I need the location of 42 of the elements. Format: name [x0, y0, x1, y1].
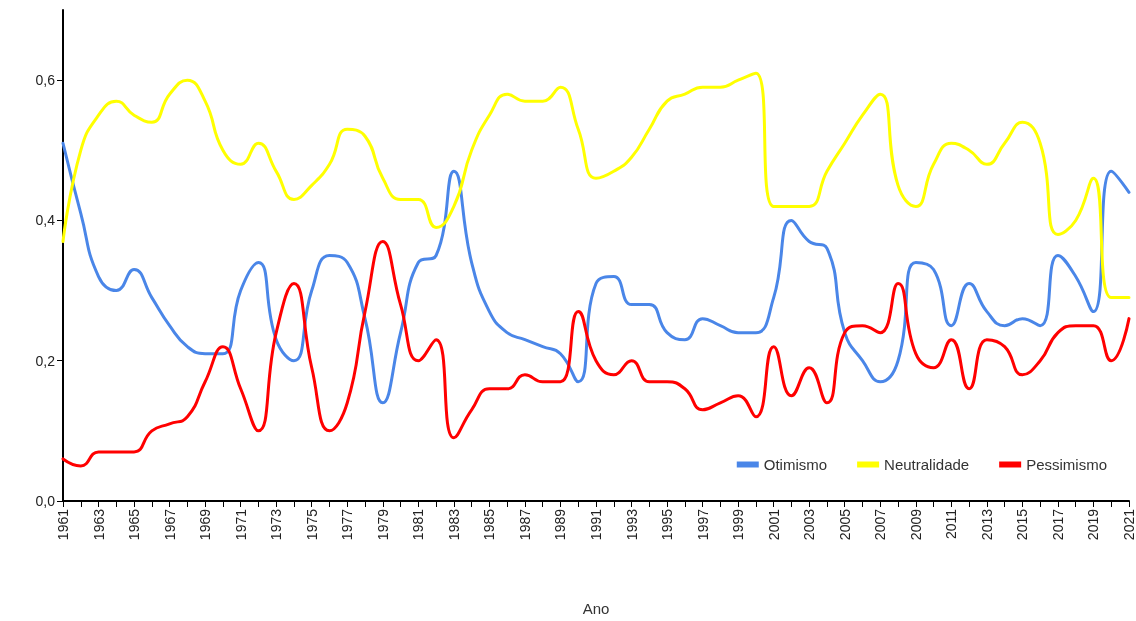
y-tick-label: 0,4 [35, 212, 56, 229]
x-tick-label: 1997 [694, 508, 711, 541]
x-tick-label: 1967 [161, 508, 178, 541]
x-tick-label: 1989 [552, 508, 569, 541]
x-tick-label: 2015 [1014, 508, 1031, 541]
x-tick-label: 2011 [943, 508, 960, 540]
x-tick-label: 1975 [303, 508, 320, 541]
x-tick-label: 1987 [516, 508, 533, 541]
y-tick-label: 0,2 [35, 352, 56, 369]
line-series [61, 71, 1131, 300]
y-tick-label: 0,6 [35, 72, 56, 89]
x-tick-label: 1979 [374, 508, 391, 541]
x-tick-label: 2017 [1049, 508, 1066, 541]
x-tick-label: 1973 [268, 508, 285, 541]
x-tick-label: 1961 [55, 508, 71, 541]
line-series [61, 141, 1131, 405]
x-tick-label: 1991 [588, 508, 604, 541]
x-tick-label: 2001 [765, 508, 782, 541]
x-tick-label: 1985 [481, 508, 498, 541]
legend-label: Neutralidade [884, 456, 970, 473]
x-tick-label: 1965 [126, 508, 143, 541]
x-tick-label: 2013 [978, 508, 995, 541]
x-axis-title: Ano [582, 600, 610, 617]
x-tick-label: 1977 [339, 508, 356, 541]
x-tick-label: 2003 [801, 508, 818, 541]
x-tick-label: 2009 [907, 508, 924, 541]
x-tick-label: 1981 [410, 508, 427, 541]
x-tick-label: 1971 [232, 508, 249, 541]
x-tick-label: 1993 [623, 508, 640, 541]
legend-label: Otimismo [763, 456, 828, 473]
x-tick-label: 1983 [445, 508, 462, 541]
x-tick-label: 1969 [197, 508, 214, 541]
x-tick-label: 2007 [872, 508, 889, 541]
x-tick-label: 2021 [1121, 508, 1136, 541]
x-tick-label: 1995 [659, 508, 676, 541]
legend-label: Pessimismo [1026, 456, 1108, 473]
x-tick-label: 1963 [90, 508, 107, 541]
x-tick-label: 1999 [730, 508, 747, 541]
y-tick-label: 0,0 [35, 493, 56, 509]
x-tick-label: 2019 [1085, 508, 1102, 541]
line-series [61, 239, 1131, 468]
x-tick-label: 2005 [836, 508, 853, 541]
